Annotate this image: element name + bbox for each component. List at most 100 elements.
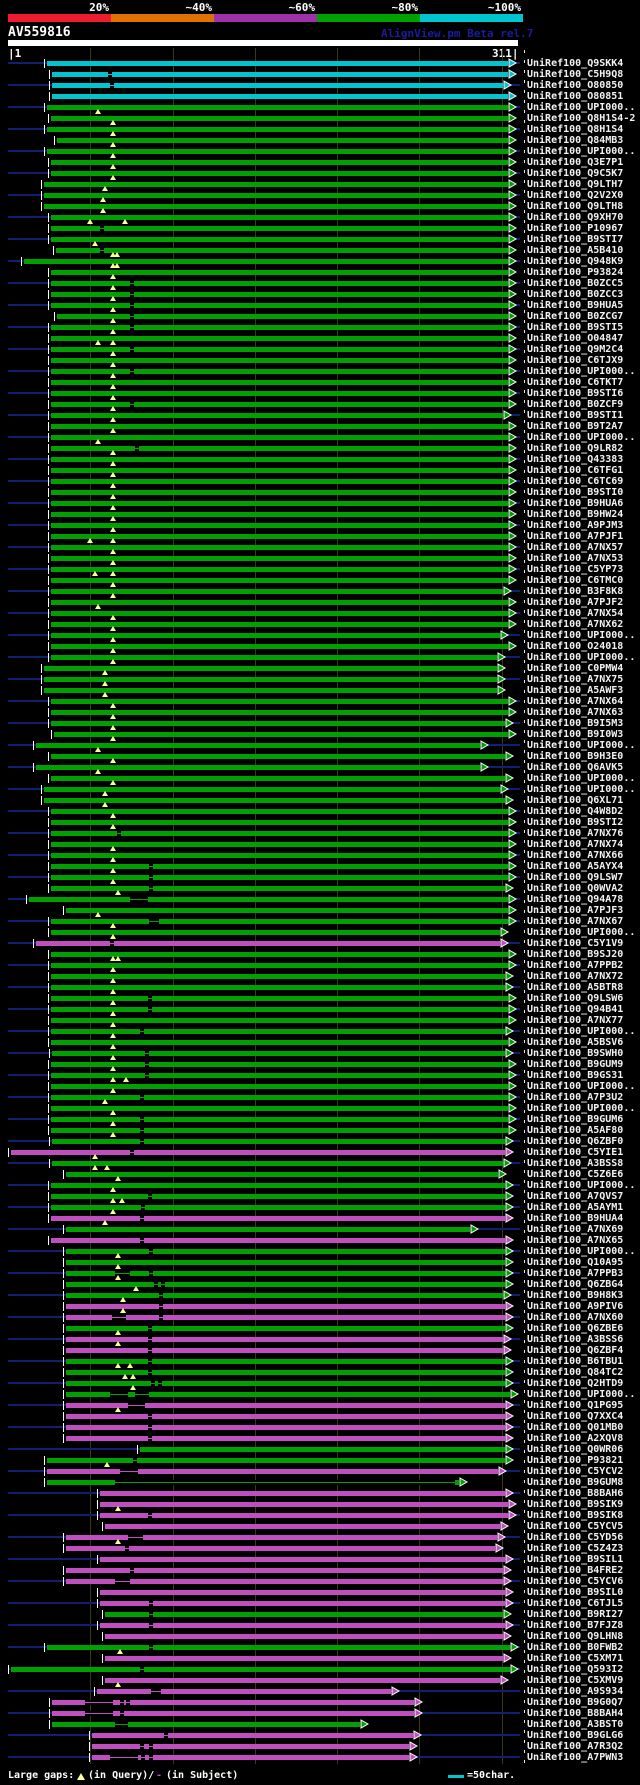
hit-bar[interactable] <box>65 1227 471 1232</box>
hit-label[interactable]: UniRef100_UPI000.. <box>527 652 636 663</box>
hit-label[interactable]: UniRef100_P93824 <box>527 267 624 278</box>
hit-bar[interactable] <box>65 1359 505 1364</box>
hit-label[interactable]: UniRef100_B0ZCG7 <box>527 311 624 322</box>
hit-bar[interactable] <box>65 1304 505 1309</box>
hit-label[interactable]: UniRef100_B9STI0 <box>527 487 624 498</box>
hit-bar[interactable] <box>50 974 505 979</box>
hit-label[interactable]: UniRef100_A7PPB2 <box>527 960 624 971</box>
hit-bar[interactable] <box>44 666 497 671</box>
hit-label[interactable]: UniRef100_A7NX74 <box>527 839 624 850</box>
hit-bar[interactable] <box>54 732 509 737</box>
hit-bar[interactable] <box>47 1469 499 1474</box>
hit-label[interactable]: UniRef100_A5AWF3 <box>527 685 624 696</box>
hit-bar[interactable] <box>50 567 509 572</box>
hit-label[interactable]: UniRef100_B8BAH4 <box>527 1708 624 1719</box>
hit-bar[interactable] <box>65 1293 504 1298</box>
hit-label[interactable]: UniRef100_Q8H1S4-2 <box>527 113 636 124</box>
hit-label[interactable]: UniRef100_A3BSS8 <box>527 1158 624 1169</box>
hit-bar[interactable] <box>50 831 509 836</box>
hit-label[interactable]: UniRef100_B9STI6 <box>527 388 624 399</box>
hit-label[interactable]: UniRef100_A7NX53 <box>527 553 624 564</box>
hit-label[interactable]: UniRef100_C5YIE1 <box>527 1147 624 1158</box>
hit-bar[interactable] <box>44 787 500 792</box>
hit-label[interactable]: UniRef100_UPI000.. <box>527 740 636 751</box>
hit-label[interactable]: UniRef100_A7NX69 <box>527 1224 624 1235</box>
hit-label[interactable]: UniRef100_C6TJL5 <box>527 1598 624 1609</box>
hit-bar[interactable] <box>50 435 509 440</box>
hit-bar[interactable] <box>50 886 505 891</box>
hit-bar[interactable] <box>105 1612 504 1617</box>
hit-bar[interactable] <box>52 1051 505 1056</box>
hit-bar[interactable] <box>65 1425 505 1430</box>
hit-label[interactable]: UniRef100_B9RI27 <box>527 1609 624 1620</box>
hit-bar[interactable] <box>50 358 509 363</box>
hit-bar[interactable] <box>11 1150 505 1155</box>
hit-bar[interactable] <box>100 1557 505 1562</box>
hit-bar[interactable] <box>50 160 509 165</box>
hit-bar[interactable] <box>50 853 509 858</box>
hit-label[interactable]: UniRef100_Q1PG95 <box>527 1400 624 1411</box>
hit-label[interactable]: UniRef100_Q6XL71 <box>527 795 624 806</box>
hit-label[interactable]: UniRef100_B9STI7 <box>527 234 624 245</box>
hit-label[interactable]: UniRef100_Q2HTD9 <box>527 1378 624 1389</box>
hit-label[interactable]: UniRef100_B9GUM9 <box>527 1059 624 1070</box>
hit-label[interactable]: UniRef100_B0ZCC3 <box>527 289 624 300</box>
hit-label[interactable]: UniRef100_C5YCV6 <box>527 1576 624 1587</box>
hit-label[interactable]: UniRef100_A7PJF2 <box>527 597 624 608</box>
hit-label[interactable]: UniRef100_A7NX67 <box>527 916 624 927</box>
hit-bar[interactable] <box>105 1656 504 1661</box>
hit-bar[interactable] <box>50 1205 505 1210</box>
hit-label[interactable]: UniRef100_UPI000.. <box>527 1103 636 1114</box>
hit-label[interactable]: UniRef100_B9SIK8 <box>527 1510 624 1521</box>
hit-label[interactable]: UniRef100_Q6AVK5 <box>527 762 624 773</box>
hit-bar[interactable] <box>65 1535 497 1540</box>
hit-bar[interactable] <box>11 1667 510 1672</box>
hit-label[interactable]: UniRef100_UPI000.. <box>527 366 636 377</box>
hit-bar[interactable] <box>50 1007 509 1012</box>
hit-bar[interactable] <box>50 644 509 649</box>
hit-bar[interactable] <box>50 413 504 418</box>
hit-bar[interactable] <box>65 1414 505 1419</box>
hit-label[interactable]: UniRef100_B9HUA4 <box>527 1213 624 1224</box>
hit-bar[interactable] <box>50 820 509 825</box>
hit-label[interactable]: UniRef100_B9SWH0 <box>527 1048 624 1059</box>
hit-bar[interactable] <box>50 369 509 374</box>
hit-label[interactable]: UniRef100_A7PJF1 <box>527 531 624 542</box>
hit-label[interactable]: UniRef100_A7R3Q2 <box>527 1741 624 1752</box>
hit-label[interactable]: UniRef100_A7NX64 <box>527 696 624 707</box>
hit-label[interactable]: UniRef100_O24018 <box>527 641 624 652</box>
hit-bar[interactable] <box>65 1337 504 1342</box>
hit-bar[interactable] <box>96 1689 392 1694</box>
hit-label[interactable]: UniRef100_Q10A95 <box>527 1257 624 1268</box>
hit-label[interactable]: UniRef100_A7NX57 <box>527 542 624 553</box>
hit-label[interactable]: UniRef100_Q94B41 <box>527 1004 624 1015</box>
hit-bar[interactable] <box>50 281 509 286</box>
hit-bar[interactable] <box>65 1282 505 1287</box>
hit-bar[interactable] <box>47 1458 505 1463</box>
hit-label[interactable]: UniRef100_Q84TC2 <box>527 1367 624 1378</box>
hit-label[interactable]: UniRef100_C5H9Q8 <box>527 69 624 80</box>
hit-label[interactable]: UniRef100_A5B410 <box>527 245 624 256</box>
hit-label[interactable]: UniRef100_B4FRE2 <box>527 1565 624 1576</box>
hit-label[interactable]: UniRef100_UPI000.. <box>527 1389 636 1400</box>
hit-label[interactable]: UniRef100_A9PJM3 <box>527 520 624 531</box>
hit-label[interactable]: UniRef100_C6TC69 <box>527 476 624 487</box>
hit-label[interactable]: UniRef100_C5XMV9 <box>527 1675 624 1686</box>
hit-bar[interactable] <box>65 908 509 913</box>
hit-bar[interactable] <box>50 1018 509 1023</box>
hit-label[interactable]: UniRef100_Q9XH70 <box>527 212 624 223</box>
hit-bar[interactable] <box>65 1172 499 1177</box>
hit-label[interactable]: UniRef100_A7NX77 <box>527 1015 624 1026</box>
hit-label[interactable]: UniRef100_UPI000.. <box>527 630 636 641</box>
hit-label[interactable]: UniRef100_Q01MB0 <box>527 1422 624 1433</box>
hit-label[interactable]: UniRef100_A7PWN3 <box>527 1752 624 1763</box>
hit-bar[interactable] <box>52 1722 361 1727</box>
hit-label[interactable]: UniRef100_B6TBU1 <box>527 1356 624 1367</box>
hit-bar[interactable] <box>50 1073 509 1078</box>
hit-bar[interactable] <box>57 138 509 143</box>
hit-bar[interactable] <box>50 589 504 594</box>
hit-bar[interactable] <box>65 1315 505 1320</box>
hit-label[interactable]: UniRef100_UPI000.. <box>527 1246 636 1257</box>
hit-bar[interactable] <box>105 1634 504 1639</box>
hit-label[interactable]: UniRef100_Q6ZBE6 <box>527 1323 624 1334</box>
